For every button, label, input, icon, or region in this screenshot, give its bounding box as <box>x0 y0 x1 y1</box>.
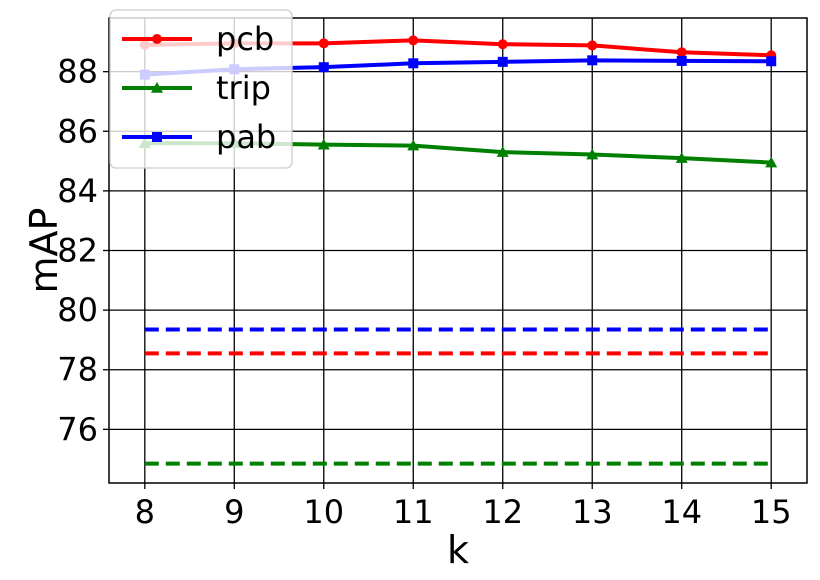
x-tick-label: 14 <box>661 493 702 531</box>
data-point <box>587 40 598 51</box>
legend-label: pcb <box>216 20 274 58</box>
data-point <box>586 148 599 160</box>
y-tick-label: 76 <box>57 410 98 448</box>
legend-label: trip <box>216 69 271 107</box>
y-tick-label: 78 <box>57 351 98 389</box>
data-point <box>587 55 598 66</box>
data-point <box>496 146 509 157</box>
y-tick-label: 84 <box>57 172 98 210</box>
x-tick-label: 12 <box>482 493 523 531</box>
reference-lines <box>144 327 772 466</box>
x-tick-label: 9 <box>224 493 244 531</box>
data-point <box>318 62 329 73</box>
x-ticks: 8 9 10 11 12 13 14 15 <box>135 483 792 531</box>
legend-label: pab <box>216 118 276 156</box>
data-point <box>152 132 162 142</box>
y-tick-label: 82 <box>57 232 98 270</box>
x-axis-label: k <box>447 528 469 572</box>
y-tick-label: 88 <box>57 53 98 91</box>
legend-item-pcb: pcb <box>122 20 274 58</box>
data-point <box>318 38 329 49</box>
data-point <box>675 152 688 163</box>
legend-item-pab: pab <box>122 118 276 156</box>
data-point <box>408 35 419 46</box>
legend: pcb trip pab <box>109 9 293 169</box>
grid <box>109 18 807 483</box>
x-tick-label: 8 <box>135 493 155 531</box>
data-point <box>407 139 420 151</box>
data-point <box>317 138 330 150</box>
data-point <box>676 47 687 58</box>
data-point <box>766 56 777 67</box>
data-point <box>408 58 419 69</box>
legend-item-trip: trip <box>122 69 271 107</box>
legend-box <box>109 9 293 169</box>
x-tick-label: 13 <box>572 493 613 531</box>
data-point <box>151 82 163 93</box>
x-tick-label: 11 <box>393 493 434 531</box>
y-tick-label: 86 <box>57 112 98 150</box>
data-point <box>765 156 778 168</box>
data-point <box>497 39 508 50</box>
y-ticks: 76 78 80 82 84 86 88 <box>57 53 109 448</box>
data-point <box>497 56 508 67</box>
x-tick-label: 10 <box>303 493 344 531</box>
y-tick-label: 80 <box>57 291 98 329</box>
data-point <box>676 55 687 66</box>
x-tick-label: 15 <box>751 493 792 531</box>
y-axis-label: mAP <box>22 208 66 294</box>
data-point <box>152 34 162 44</box>
